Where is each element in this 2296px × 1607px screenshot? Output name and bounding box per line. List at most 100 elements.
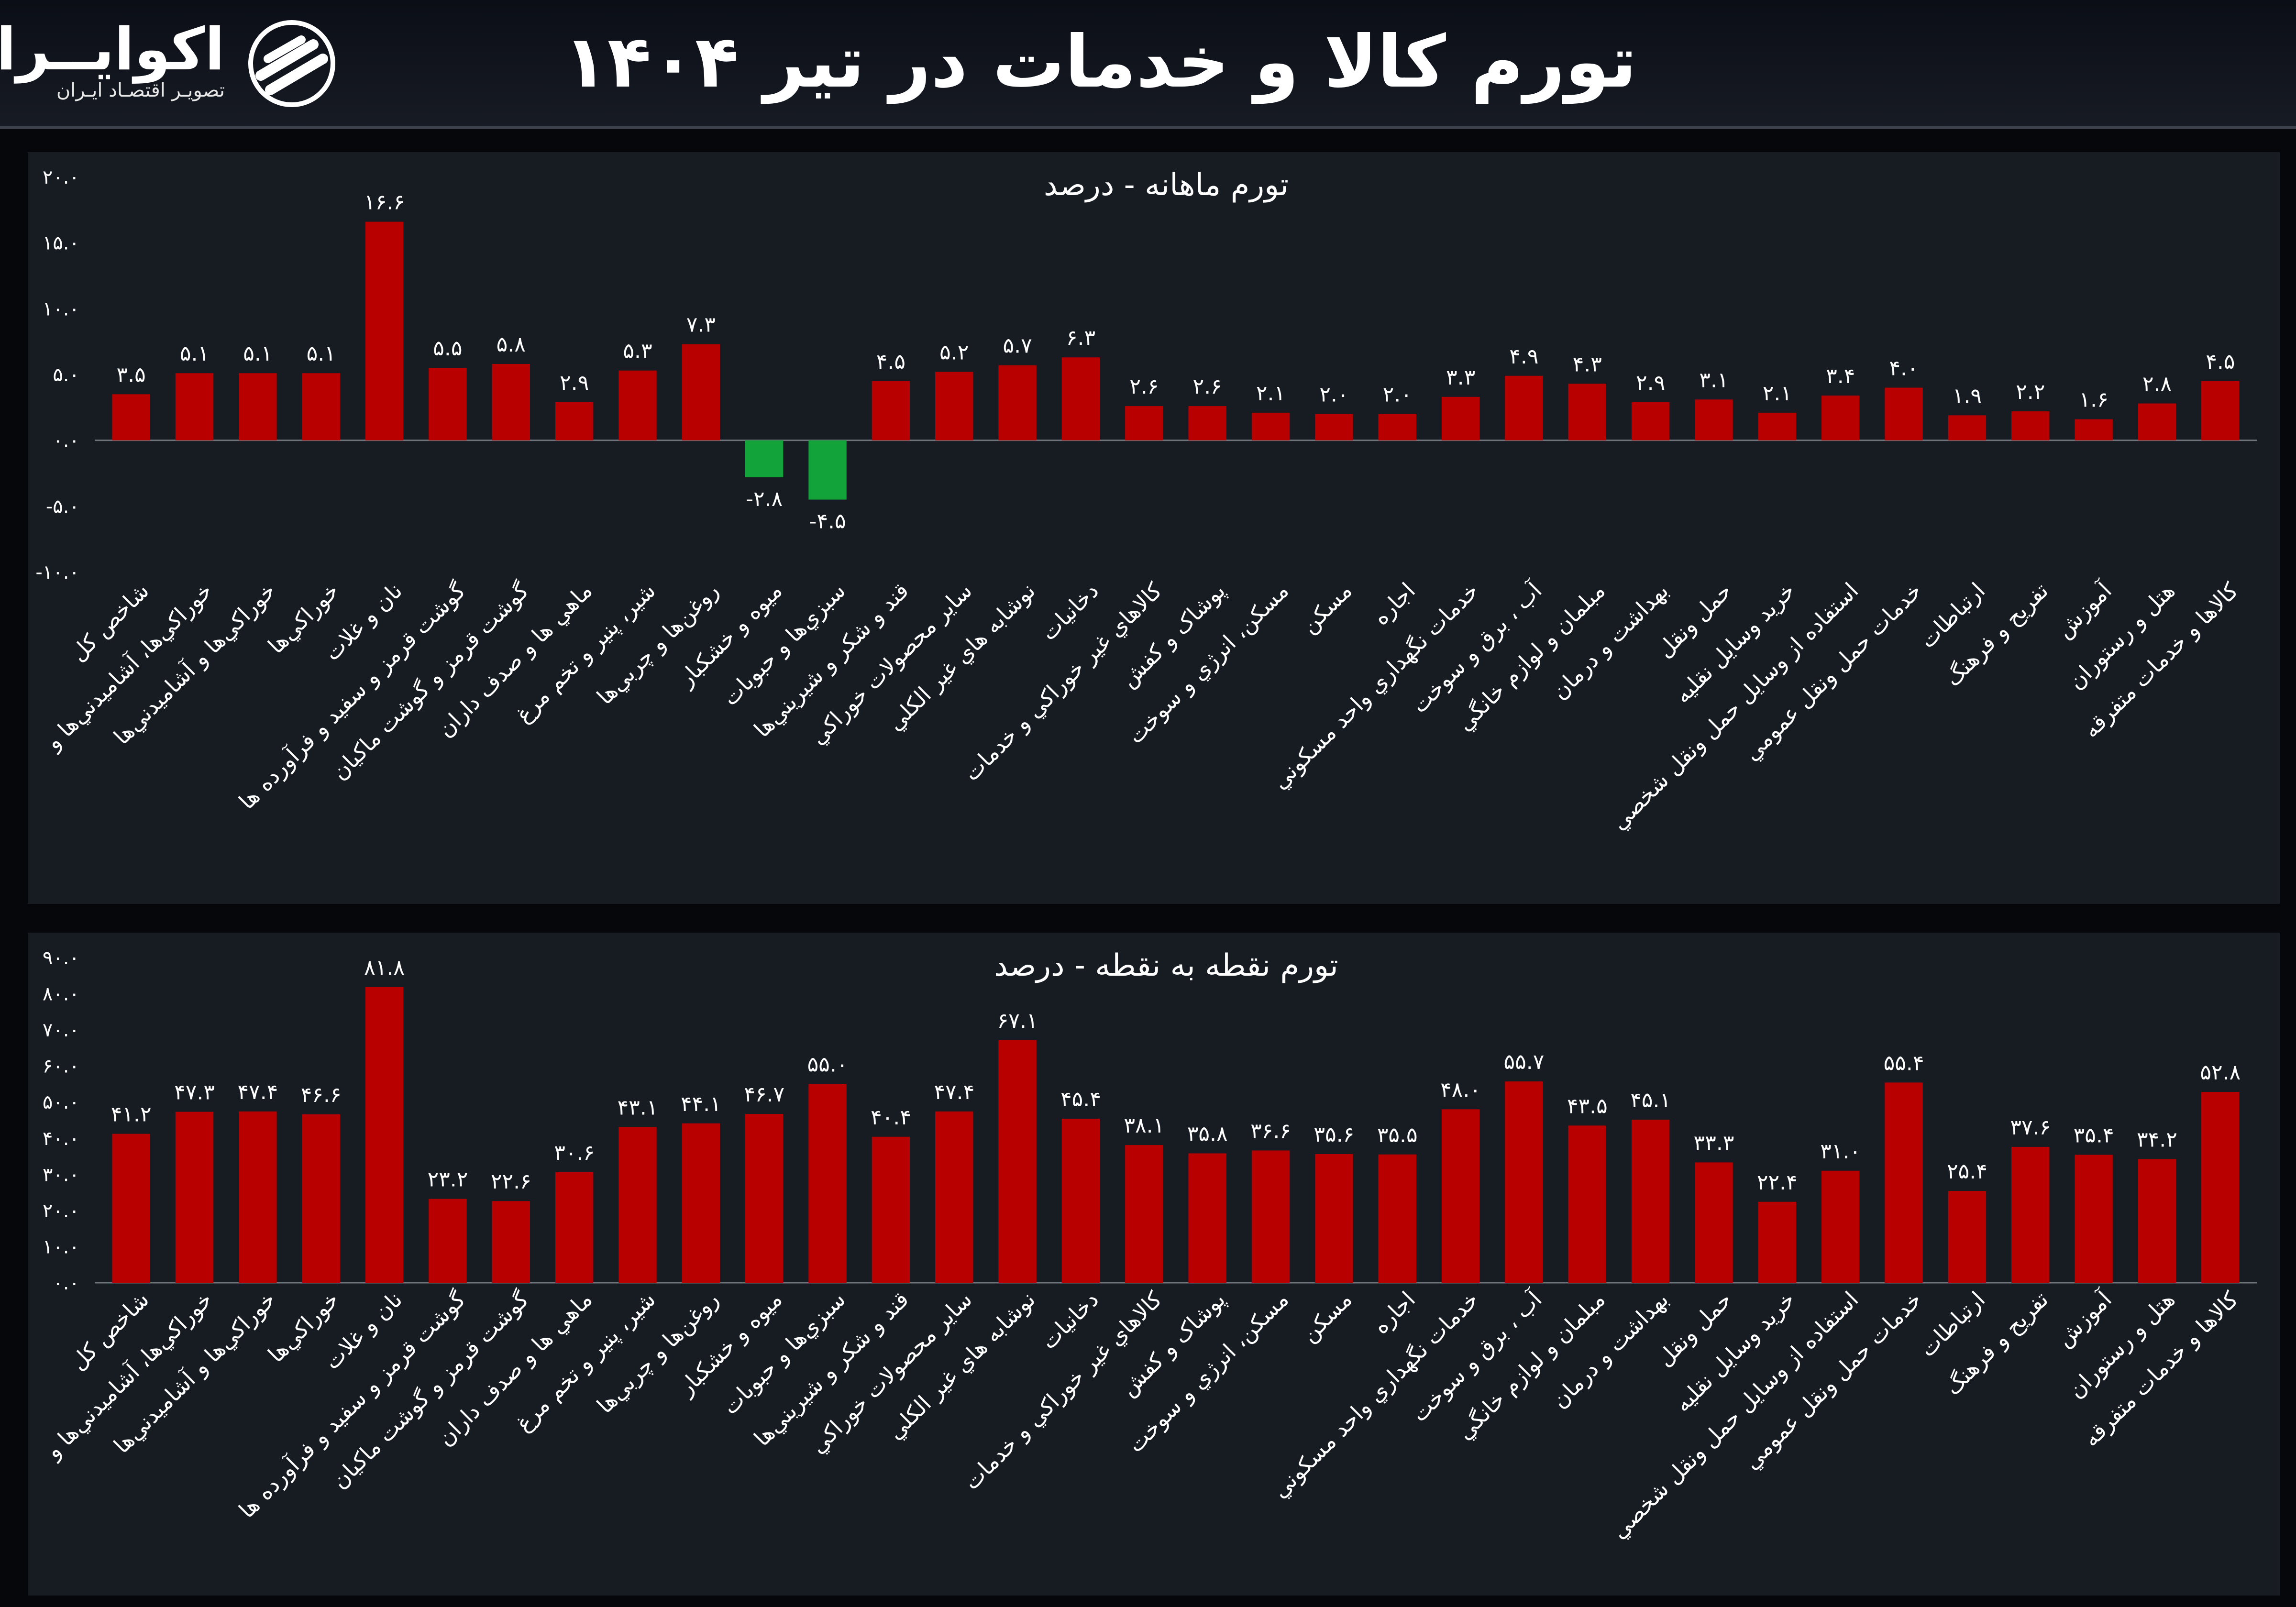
y-tick-label: -۱۰.۰ <box>35 561 79 583</box>
y-tick-label: ۸۰.۰ <box>43 983 79 1005</box>
positive-bar <box>175 1112 214 1283</box>
positive-bar <box>365 987 404 1283</box>
data-label: ۴.۵ <box>876 350 905 374</box>
positive-bar <box>1885 1082 1923 1283</box>
data-label: ۳۸.۱ <box>1124 1113 1164 1138</box>
positive-bar <box>175 373 214 440</box>
data-label: ۳۳.۳ <box>1694 1131 1734 1155</box>
positive-bar <box>618 1127 657 1283</box>
data-label: ۳۱.۰ <box>1820 1139 1861 1164</box>
data-label: ۴۰.۴ <box>871 1105 911 1130</box>
positive-bar <box>2138 403 2176 440</box>
positive-bar <box>492 363 530 440</box>
positive-bar <box>2075 419 2113 440</box>
data-label: ۴۳.۱ <box>618 1095 658 1120</box>
data-label: ۴.۳ <box>1573 352 1602 376</box>
y-tick-label: -۵.۰ <box>46 495 79 517</box>
data-label: ۴.۰ <box>1889 356 1918 381</box>
positive-bar <box>1188 1153 1226 1283</box>
positive-bar <box>935 1111 973 1283</box>
data-label: ۵.۲ <box>939 340 969 364</box>
y-tick-label: ۱۵.۰ <box>43 232 79 254</box>
y-tick-label: ۰.۰ <box>53 1272 79 1294</box>
positive-bar <box>429 368 467 440</box>
positive-bar <box>1758 412 1797 440</box>
data-label: ۲.۹ <box>1636 371 1665 395</box>
y-tick-label: ۲۰.۰ <box>43 166 79 188</box>
monthly-inflation-panel: تورم ماهانه - درصد ۲۰.۰ ۱۵.۰ ۱۰.۰ ۵.۰ ۰.۰ -۵.۰… <box>28 152 2280 904</box>
data-label: ۳.۴ <box>1826 364 1855 388</box>
data-label: ۱.۹ <box>1953 384 1982 408</box>
data-label: ۴.۵ <box>2206 350 2235 374</box>
data-label: -۴.۵ <box>809 509 846 534</box>
data-label: ۳.۳ <box>1446 365 1475 390</box>
data-label: ۴.۹ <box>1509 344 1538 369</box>
negative-bar <box>808 440 847 500</box>
positive-bar <box>1631 402 1670 440</box>
data-label: ۶۷.۱ <box>997 1009 1038 1033</box>
positive-bar <box>872 1136 910 1283</box>
point-to-point-inflation-panel: تورم نقطه به نقطه - درصد ۹۰.۰ ۸۰.۰ ۷۰.۰ ۶۰.۰… <box>28 933 2280 1596</box>
positive-bar <box>2011 411 2050 440</box>
y-tick-label: ۴۰.۰ <box>43 1128 79 1150</box>
data-label: ۵.۱ <box>307 341 336 366</box>
data-label: ۲۲.۶ <box>491 1169 531 1194</box>
positive-bar <box>1821 396 1860 440</box>
data-label: ۳.۵ <box>117 363 146 387</box>
positive-bar <box>1505 1081 1543 1283</box>
positive-bar <box>872 381 910 440</box>
positive-bar <box>555 1172 594 1283</box>
data-label: ۴۷.۴ <box>237 1080 278 1104</box>
data-label: ۲.۱ <box>1763 381 1792 406</box>
positive-bar <box>2138 1159 2176 1283</box>
data-label: ۴۷.۳ <box>174 1080 215 1105</box>
data-label: ۴۸.۰ <box>1440 1078 1481 1102</box>
data-label: ۵۵.۷ <box>1503 1050 1544 1074</box>
data-label: ۲.۶ <box>1193 374 1222 399</box>
data-label: ۵۵.۴ <box>1884 1051 1924 1075</box>
data-label: ۴۶.۷ <box>744 1082 784 1107</box>
positive-bar <box>1251 412 1290 440</box>
positive-bar <box>1821 1170 1860 1283</box>
page-title: تورم کالا و خدمات در تیر ۱۴۰۴ <box>563 21 1637 104</box>
data-label: ۵.۳ <box>623 339 652 363</box>
positive-bar <box>1441 1109 1480 1283</box>
category-label: اجاره <box>1368 1287 1420 1339</box>
data-label: ۳۵.۶ <box>1314 1123 1354 1147</box>
data-label: ۴۶.۶ <box>301 1083 342 1107</box>
positive-bar <box>998 1040 1037 1283</box>
y-tick-label: ۲۰.۰ <box>43 1200 79 1222</box>
positive-bar <box>2075 1155 2113 1283</box>
data-label: ۳۵.۴ <box>2074 1123 2114 1148</box>
data-label: ۲۲.۴ <box>1757 1170 1798 1195</box>
positive-bar <box>1315 414 1353 440</box>
positive-bar <box>2011 1146 2050 1283</box>
positive-bar <box>2201 1092 2240 1283</box>
data-label: ۳.۱ <box>1699 368 1728 392</box>
data-label: ۲۵.۴ <box>1947 1159 1987 1184</box>
data-label: ۴۷.۴ <box>934 1080 974 1104</box>
data-label: ۵۵.۰ <box>807 1052 848 1077</box>
data-label: ۵.۷ <box>1003 334 1032 358</box>
negative-bar <box>745 440 784 477</box>
y-tick-label: ۱۰.۰ <box>43 298 79 320</box>
data-label: ۴۳.۵ <box>1567 1094 1608 1118</box>
positive-bar <box>1061 357 1100 440</box>
positive-bar <box>1695 399 1733 440</box>
positive-bar <box>1505 375 1543 440</box>
y-tick-label: ۱۰.۰ <box>43 1236 79 1258</box>
data-label: ۴۵.۱ <box>1630 1088 1671 1112</box>
data-label: -۲.۸ <box>746 487 783 511</box>
data-label: ۵۲.۸ <box>2200 1060 2241 1085</box>
data-label: ۲.۰ <box>1383 383 1412 407</box>
positive-bar <box>1378 414 1416 440</box>
positive-bar <box>1568 384 1606 440</box>
positive-bar <box>1378 1154 1416 1283</box>
y-tick-label: ۳۰.۰ <box>43 1164 79 1186</box>
positive-bar <box>302 373 340 440</box>
data-label: ۳۰.۶ <box>554 1141 595 1165</box>
data-label: ۵.۱ <box>180 341 209 366</box>
positive-bar <box>1758 1201 1797 1283</box>
positive-bar <box>302 1114 340 1283</box>
brand-name: اکوایــران <box>0 15 225 83</box>
